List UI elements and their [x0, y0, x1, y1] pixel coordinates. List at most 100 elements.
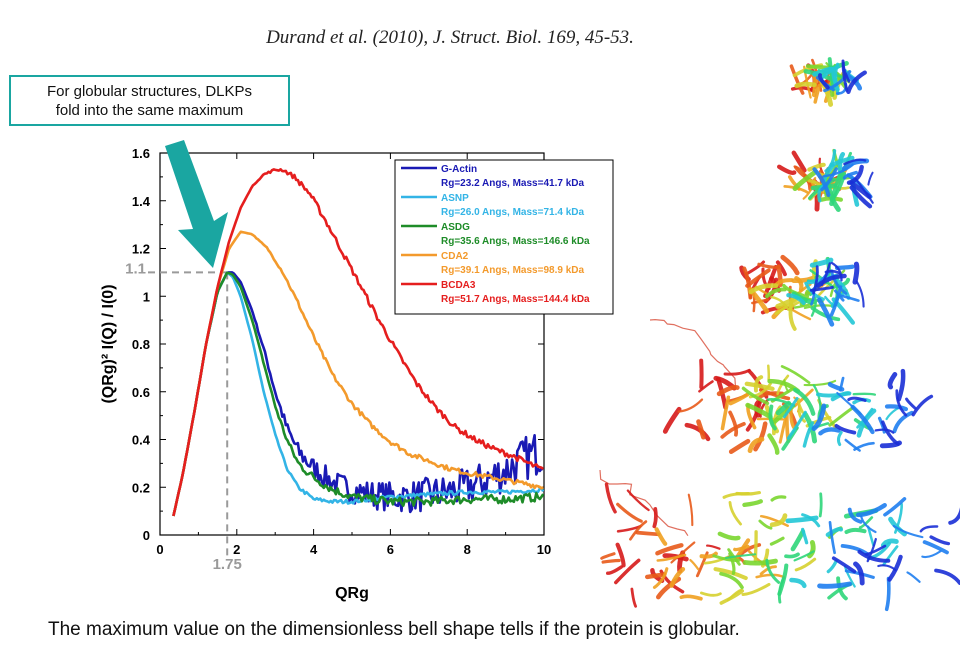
protein-strand — [857, 549, 891, 563]
protein-strand — [727, 548, 741, 566]
protein-strand — [948, 507, 960, 525]
protein-strand — [887, 554, 903, 582]
protein-strand — [768, 404, 777, 431]
protein-strand — [825, 526, 844, 537]
protein-strand — [655, 543, 684, 556]
protein-strand — [842, 170, 858, 180]
protein-strand — [831, 297, 855, 325]
protein-strand — [818, 427, 841, 436]
protein-structure-g-actin — [789, 57, 867, 107]
protein-strand — [829, 285, 843, 317]
protein-strand — [934, 568, 960, 585]
protein-strand — [616, 502, 643, 523]
protein-structure-asdg — [739, 254, 865, 331]
protein-strand — [677, 398, 704, 413]
protein-strand — [670, 541, 696, 564]
x-tick-label: 10 — [537, 542, 551, 557]
protein-strand — [742, 266, 753, 300]
protein-strand — [880, 538, 899, 548]
protein-strand — [635, 530, 661, 537]
protein-strand — [728, 392, 750, 406]
x-tick-label: 8 — [464, 542, 471, 557]
legend-entry-name: ASDG — [441, 222, 470, 233]
protein-strand — [801, 513, 821, 528]
protein-strand — [791, 150, 807, 173]
protein-strand — [687, 493, 694, 527]
protein-strand — [906, 571, 921, 583]
x-tick-label: 2 — [233, 542, 240, 557]
protein-strand — [929, 535, 951, 546]
protein-strand — [864, 544, 887, 556]
protein-strand — [662, 406, 682, 434]
protein-strand — [847, 507, 863, 524]
protein-strand — [728, 501, 742, 526]
protein-strand — [789, 577, 807, 589]
protein-strand — [790, 86, 816, 93]
protein-strand — [836, 391, 862, 416]
protein-strand — [849, 185, 873, 209]
protein-strand — [753, 530, 758, 563]
guide-x-label: 1.75 — [213, 556, 242, 573]
protein-strand — [810, 296, 817, 317]
callout-line-2: fold into the same maximum — [55, 101, 244, 119]
legend-box — [394, 159, 614, 315]
protein-strand — [860, 515, 877, 534]
protein-strand — [615, 542, 626, 568]
y-axis-label: (QRg)² I(Q) / I(0) — [100, 284, 117, 403]
legend-entry-detail: Rg=39.1 Angs, Mass=98.9 kDa — [441, 265, 584, 276]
legend-entry-detail: Rg=51.7 Angs, Mass=144.4 kDa — [441, 294, 590, 305]
protein-strand — [699, 551, 718, 559]
protein-strand — [817, 73, 830, 90]
protein-strand — [845, 73, 863, 91]
protein-strand — [745, 400, 762, 432]
protein-strand — [803, 379, 837, 387]
protein-strand — [788, 300, 797, 331]
protein-strand — [831, 556, 857, 574]
protein-strand — [706, 544, 721, 550]
protein-strand — [745, 268, 771, 288]
protein-strand — [769, 536, 785, 546]
protein-strand — [882, 545, 899, 567]
protein-strand — [629, 520, 648, 541]
protein-strand — [834, 277, 851, 300]
protein-strand — [777, 563, 789, 596]
protein-strand — [645, 572, 667, 580]
x-tick-label: 6 — [387, 542, 394, 557]
x-axis-label: QRg — [335, 585, 369, 602]
protein-strand — [834, 264, 855, 271]
y-tick-label: 1.6 — [132, 146, 150, 161]
y-tick-label: 0.6 — [132, 385, 150, 400]
protein-strand — [881, 420, 900, 446]
protein-strand — [812, 167, 831, 197]
protein-strand — [767, 433, 780, 455]
caption: The maximum value on the dimensionless b… — [48, 619, 740, 640]
protein-strand — [716, 384, 740, 397]
protein-strand — [614, 558, 641, 585]
legend-entry-detail: Rg=35.6 Angs, Mass=146.6 kDa — [441, 236, 590, 247]
protein-strand — [820, 167, 838, 192]
protein-strand — [747, 436, 765, 454]
protein-strand — [601, 558, 621, 564]
protein-strand — [793, 387, 816, 416]
protein-strand — [765, 558, 781, 584]
protein-strand — [719, 589, 744, 605]
protein-strand — [892, 524, 924, 539]
protein-strand — [828, 406, 855, 427]
protein-strand — [794, 557, 817, 572]
series-line-bcda3 — [172, 168, 544, 517]
protein-strand — [719, 571, 744, 590]
protein-tail — [649, 318, 737, 388]
protein-strand — [780, 254, 800, 276]
protein-strand — [652, 567, 669, 589]
protein-strand — [656, 553, 687, 562]
protein-strand — [786, 293, 806, 305]
protein-strand — [855, 280, 865, 308]
protein-strand — [846, 164, 864, 185]
protein-strand — [922, 540, 949, 555]
legend-entry-name: BCDA3 — [441, 280, 476, 291]
protein-strand — [778, 416, 787, 444]
series-line-asdg — [172, 271, 544, 517]
protein-strand — [816, 391, 851, 398]
series-line-g-actin — [172, 271, 544, 517]
